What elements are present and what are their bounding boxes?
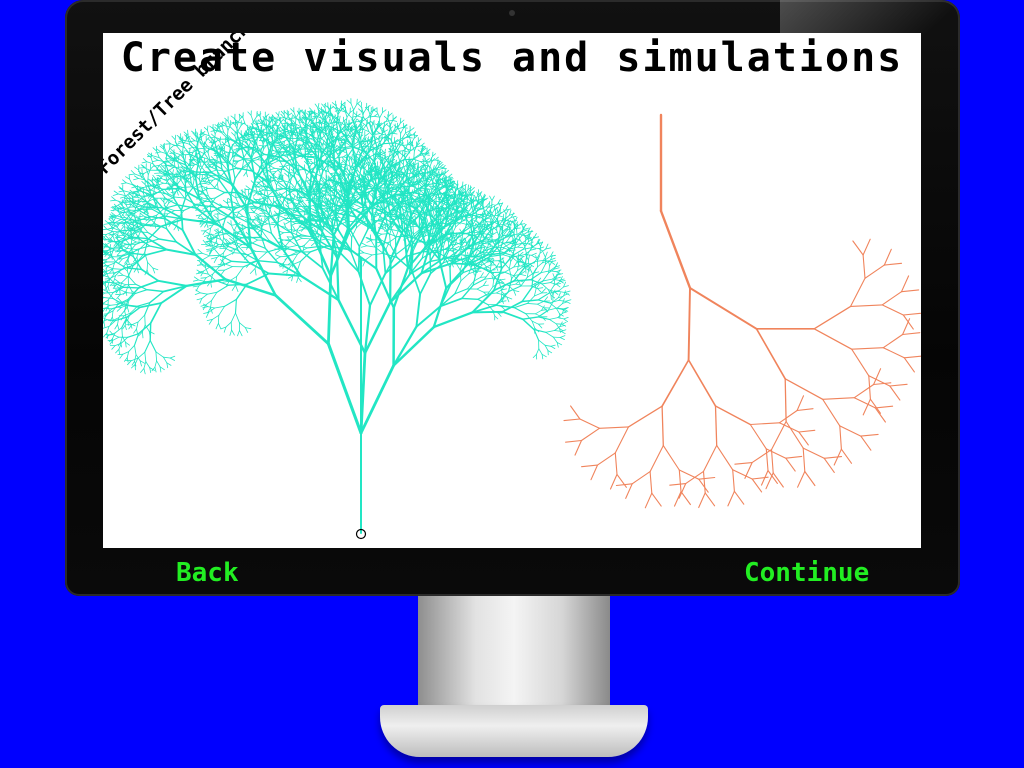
fractal-tree-icon [103, 98, 572, 534]
back-button[interactable]: Back [176, 558, 239, 588]
page-title: Create visuals and simulations [120, 35, 904, 81]
monitor-stand-base [380, 705, 648, 757]
monitor-stand-neck [418, 596, 610, 716]
monitor-screen: Create visuals and simulations Forest/Tr… [103, 33, 921, 548]
branching-tree-icon [563, 113, 921, 509]
webcam-icon [509, 10, 515, 16]
continue-button[interactable]: Continue [744, 558, 870, 588]
circle-marker-icon [355, 528, 367, 540]
